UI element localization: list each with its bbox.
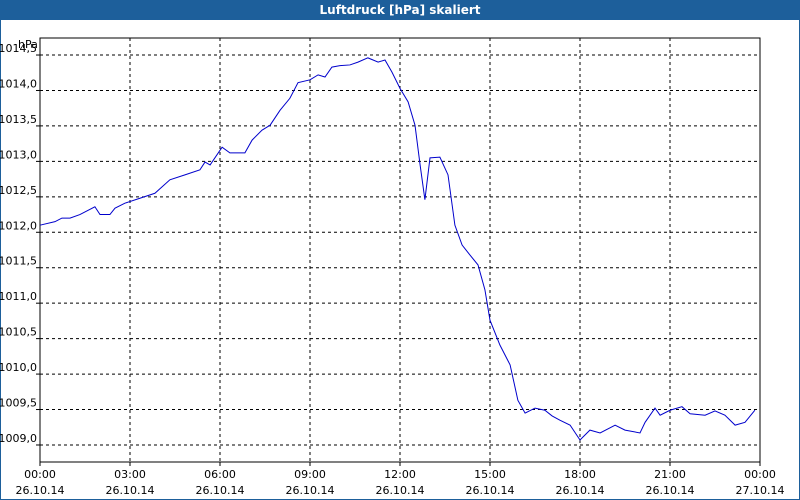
x-tick-date: 26.10.14 (646, 484, 695, 497)
y-tick-label: 1013,5 (0, 113, 37, 126)
y-tick-label: 1009,5 (0, 397, 37, 410)
y-tick-label: 1010,0 (0, 361, 37, 374)
y-tick-label: 1009,0 (0, 432, 37, 445)
y-tick-label: 1013,0 (0, 148, 37, 161)
y-tick-label: 1014,0 (0, 77, 37, 90)
x-tick-date: 26.10.14 (556, 484, 605, 497)
y-axis-label: hPa (18, 38, 38, 51)
x-tick-date: 26.10.14 (376, 484, 425, 497)
x-tick-date: 26.10.14 (196, 484, 245, 497)
x-tick-label: 09:00 (294, 468, 326, 481)
y-tick-label: 1012,5 (0, 184, 37, 197)
x-tick-label: 00:00 (24, 468, 56, 481)
x-tick-label: 03:00 (114, 468, 146, 481)
chart-title: Luftdruck [hPa] skaliert (320, 3, 481, 17)
x-tick-label: 12:00 (384, 468, 416, 481)
title-bar (0, 0, 800, 20)
y-tick-label: 1010,5 (0, 326, 37, 339)
x-tick-date: 26.10.14 (466, 484, 515, 497)
y-tick-label: 1012,0 (0, 219, 37, 232)
y-tick-label: 1011,5 (0, 255, 37, 268)
x-tick-label: 06:00 (204, 468, 236, 481)
y-tick-label: 1014,5 (0, 42, 37, 55)
data-line (39, 57, 756, 441)
x-tick-label: 18:00 (564, 468, 596, 481)
x-tick-date: 26.10.14 (16, 484, 65, 497)
x-tick-date: 26.10.14 (106, 484, 155, 497)
x-tick-date: 26.10.14 (286, 484, 335, 497)
x-tick-label: 21:00 (654, 468, 686, 481)
x-tick-date: 27.10.14 (736, 484, 785, 497)
x-tick-label: 15:00 (474, 468, 506, 481)
y-tick-label: 1011,0 (0, 290, 37, 303)
x-tick-label: 00:00 (744, 468, 776, 481)
